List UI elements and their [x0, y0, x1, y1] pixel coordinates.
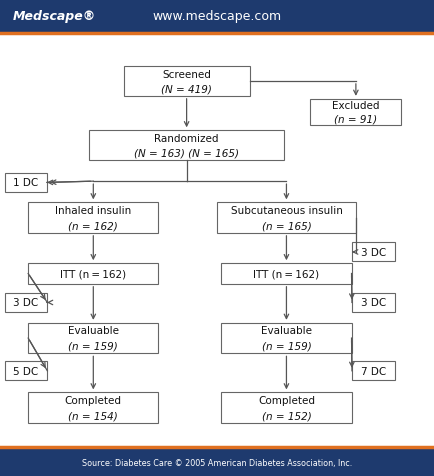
Bar	[124, 67, 250, 97]
Bar	[28, 323, 158, 354]
Bar	[5, 174, 47, 192]
Bar	[352, 361, 395, 380]
Text: (n = 162): (n = 162)	[69, 221, 118, 231]
Bar	[217, 203, 356, 233]
Text: Completed: Completed	[258, 395, 315, 405]
Text: (n = 159): (n = 159)	[69, 341, 118, 351]
Bar	[28, 264, 158, 284]
Text: (n = 165): (n = 165)	[262, 221, 311, 231]
Bar	[89, 131, 284, 161]
Text: Screened: Screened	[162, 69, 211, 79]
Text: www.medscape.com: www.medscape.com	[152, 10, 282, 23]
Text: (N = 419): (N = 419)	[161, 84, 212, 94]
Text: 3 DC: 3 DC	[361, 248, 386, 258]
Bar	[352, 293, 395, 312]
Text: (n = 152): (n = 152)	[262, 410, 311, 420]
Bar	[221, 264, 352, 284]
Bar	[28, 393, 158, 423]
Bar	[5, 293, 47, 312]
Text: Subcutaneous insulin: Subcutaneous insulin	[230, 206, 342, 216]
Bar	[221, 323, 352, 354]
Text: ITT (n = 162): ITT (n = 162)	[60, 269, 126, 279]
Bar	[0, 447, 434, 476]
Text: 7 DC: 7 DC	[361, 366, 386, 376]
Bar	[310, 99, 401, 126]
Text: Randomized: Randomized	[155, 133, 219, 143]
Text: Completed: Completed	[65, 395, 122, 405]
Text: Evaluable: Evaluable	[68, 326, 119, 336]
Bar	[352, 243, 395, 262]
Text: (n = 154): (n = 154)	[69, 410, 118, 420]
Text: (N = 163) (N = 165): (N = 163) (N = 165)	[134, 149, 239, 158]
Text: Medscape®: Medscape®	[13, 10, 96, 23]
Bar	[5, 361, 47, 380]
Text: (n = 91): (n = 91)	[334, 114, 378, 124]
Bar	[28, 203, 158, 233]
Text: Evaluable: Evaluable	[261, 326, 312, 336]
Text: Inhaled insulin: Inhaled insulin	[55, 206, 132, 216]
Text: 1 DC: 1 DC	[13, 178, 39, 188]
Bar	[221, 393, 352, 423]
Text: (n = 159): (n = 159)	[262, 341, 311, 351]
Text: 3 DC: 3 DC	[13, 298, 39, 308]
Text: ITT (n = 162): ITT (n = 162)	[253, 269, 319, 279]
Text: 5 DC: 5 DC	[13, 366, 39, 376]
Text: Excluded: Excluded	[332, 101, 380, 111]
Text: Source: Diabetes Care © 2005 American Diabetes Association, Inc.: Source: Diabetes Care © 2005 American Di…	[82, 458, 352, 467]
Bar	[0, 0, 434, 34]
Text: 3 DC: 3 DC	[361, 298, 386, 308]
